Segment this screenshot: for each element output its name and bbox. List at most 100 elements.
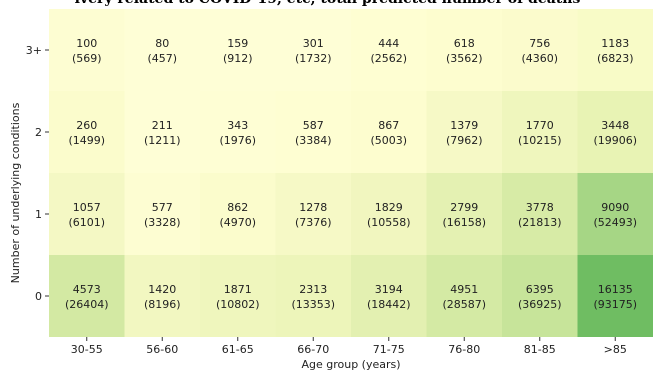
cell-value-label: 2313	[299, 283, 327, 296]
cell-value-label: 1057	[73, 201, 101, 214]
cell-total-label: (28587)	[442, 298, 486, 311]
heatmap-cell	[49, 173, 125, 255]
cell-total-label: (6101)	[68, 216, 105, 229]
cell-total-label: (10802)	[216, 298, 260, 311]
cell-value-label: 260	[76, 119, 97, 132]
heatmap-cell	[426, 255, 502, 337]
cell-value-label: 301	[303, 37, 324, 50]
y-tick-label: 1	[35, 208, 42, 221]
x-axis-label: Age group (years)	[301, 358, 400, 371]
cell-total-label: (3328)	[144, 216, 181, 229]
heatmap-cell	[200, 255, 276, 337]
cell-value-label: 587	[303, 119, 324, 132]
y-tick-label: 2	[35, 126, 42, 139]
x-tick-label: 76-80	[448, 343, 480, 356]
heatmap-cell	[577, 173, 653, 255]
cell-value-label: 211	[152, 119, 173, 132]
heatmap-cell	[502, 9, 578, 91]
heatmap-cell	[502, 255, 578, 337]
cell-value-label: 2799	[450, 201, 478, 214]
x-axis-ticks: 30-55 56-60 61-65 66-70 71-75 76-80 81-85 >85	[71, 337, 627, 356]
cell-value-label: 1871	[224, 283, 252, 296]
cell-total-label: (5003)	[370, 134, 407, 147]
cell-total-label: (1499)	[68, 134, 105, 147]
cell-value-label: 867	[378, 119, 399, 132]
cell-total-label: (18442)	[367, 298, 411, 311]
heatmap-cell	[426, 91, 502, 173]
heatmap-cell	[49, 255, 125, 337]
heatmap-cell	[200, 173, 276, 255]
x-tick-label: 66-70	[297, 343, 329, 356]
heatmap-cell	[351, 255, 427, 337]
chart-title-fragment: ivery related to COVID-19, etc, total pr…	[0, 0, 655, 9]
cell-value-label: 577	[152, 201, 173, 214]
heatmap-cell	[49, 9, 125, 91]
cell-value-label: 9090	[601, 201, 629, 214]
cell-total-label: (1732)	[295, 52, 332, 65]
cell-value-label: 1183	[601, 37, 629, 50]
cell-total-label: (6823)	[597, 52, 634, 65]
cell-value-label: 3194	[375, 283, 403, 296]
cell-value-label: 444	[378, 37, 399, 50]
heatmap-cell	[502, 173, 578, 255]
y-tick-label: 3+	[26, 44, 42, 57]
heatmap-cell	[426, 173, 502, 255]
cell-value-label: 1379	[450, 119, 478, 132]
heatmap-cell	[502, 91, 578, 173]
cell-total-label: (912)	[223, 52, 253, 65]
heatmap-cell	[200, 9, 276, 91]
cell-total-label: (7376)	[295, 216, 332, 229]
cell-total-label: (2562)	[370, 52, 407, 65]
cell-value-label: 4573	[73, 283, 101, 296]
cell-value-label: 3778	[526, 201, 554, 214]
x-tick-label: 61-65	[222, 343, 254, 356]
cell-value-label: 1770	[526, 119, 554, 132]
cell-value-label: 100	[76, 37, 97, 50]
heatmap-cell	[124, 9, 200, 91]
cell-total-label: (10215)	[518, 134, 562, 147]
heatmap-cell	[200, 91, 276, 173]
cell-value-label: 1829	[375, 201, 403, 214]
cell-total-label: (3562)	[446, 52, 483, 65]
cell-value-label: 6395	[526, 283, 554, 296]
cell-total-label: (7962)	[446, 134, 483, 147]
x-tick-label: 81-85	[524, 343, 556, 356]
cell-total-label: (16158)	[442, 216, 486, 229]
cell-total-label: (93175)	[593, 298, 637, 311]
cell-total-label: (569)	[72, 52, 102, 65]
cell-total-label: (26404)	[65, 298, 109, 311]
heatmap-cell	[577, 9, 653, 91]
heatmap-cell	[124, 173, 200, 255]
cell-value-label: 343	[227, 119, 248, 132]
cell-value-label: 862	[227, 201, 248, 214]
cell-value-label: 618	[454, 37, 475, 50]
heatmap-cell	[49, 91, 125, 173]
y-axis-ticks: 3+ 2 1 0	[26, 44, 49, 303]
cell-total-label: (457)	[147, 52, 177, 65]
x-tick-label: 30-55	[71, 343, 103, 356]
cell-value-label: 4951	[450, 283, 478, 296]
x-tick-label: 56-60	[146, 343, 178, 356]
cell-value-label: 80	[155, 37, 169, 50]
heatmap-cell	[275, 9, 351, 91]
heatmap-cell	[351, 173, 427, 255]
heatmap-cell	[275, 91, 351, 173]
cell-total-label: (52493)	[593, 216, 637, 229]
cell-total-label: (3384)	[295, 134, 332, 147]
cell-total-label: (1976)	[219, 134, 256, 147]
cell-value-label: 1278	[299, 201, 327, 214]
cell-total-label: (21813)	[518, 216, 562, 229]
cell-value-label: 159	[227, 37, 248, 50]
heatmap-cell	[426, 9, 502, 91]
cell-total-label: (4970)	[219, 216, 256, 229]
y-axis-label: Number of underlying conditions	[9, 102, 22, 283]
cell-value-label: 16135	[598, 283, 633, 296]
cell-total-label: (19906)	[593, 134, 637, 147]
heatmap-cell	[124, 91, 200, 173]
cell-value-label: 1420	[148, 283, 176, 296]
cell-total-label: (4360)	[521, 52, 558, 65]
heatmap-cell	[275, 255, 351, 337]
x-tick-label: >85	[604, 343, 627, 356]
heatmap-cells: 100 (569) 80 (457) 159 (912) 301 (1732) 444 (2562…	[49, 9, 653, 337]
